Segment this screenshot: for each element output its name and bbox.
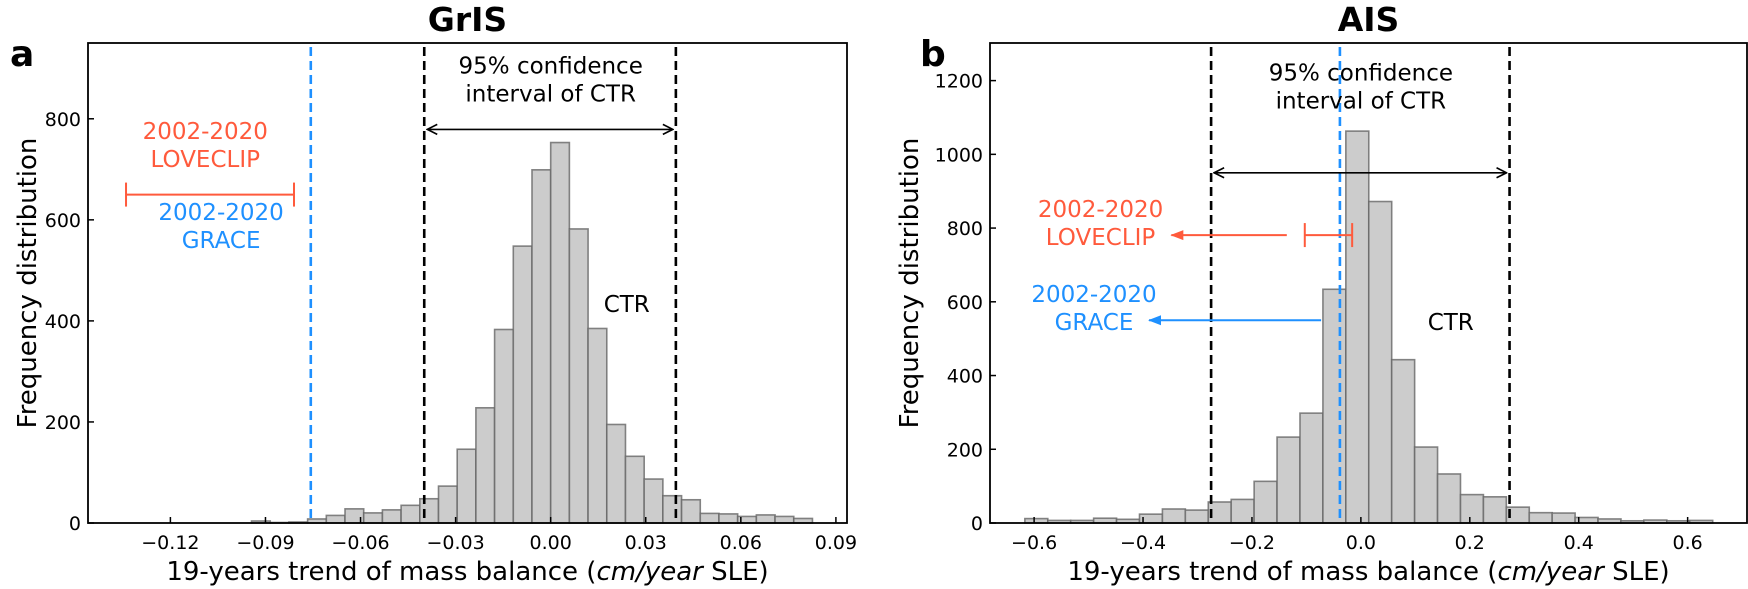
- histogram-bar: [568, 228, 589, 524]
- histogram-bar: [1551, 512, 1576, 524]
- y-axis-label: Frequency distribution: [895, 138, 925, 429]
- histogram-bar: [456, 448, 477, 524]
- y-tick-label: 1000: [935, 144, 983, 166]
- histogram-bar: [419, 497, 440, 524]
- histogram-bar: [1322, 288, 1347, 524]
- chart-title: GrIS: [428, 0, 507, 39]
- y-tick-label: 200: [947, 439, 983, 461]
- histogram-bar: [1161, 508, 1187, 524]
- histogram-bar: [1345, 130, 1370, 524]
- histogram-bar: [1253, 480, 1278, 524]
- histogram-bar: [475, 406, 496, 524]
- ci-annotation-text: interval of CTR: [465, 81, 636, 107]
- x-tick-label: 0.00: [530, 532, 572, 554]
- y-tick-label: 400: [947, 366, 983, 388]
- x-axis-label-part: 19-years trend of mass balance (: [166, 557, 596, 587]
- axes-frame: [87, 42, 848, 524]
- x-tick-label: 0.06: [720, 532, 762, 554]
- x-tick-label: −0.12: [141, 532, 199, 554]
- y-tick-label: 600: [45, 210, 81, 232]
- y-tick-label: 800: [947, 218, 983, 240]
- y-tick-label: 400: [45, 311, 81, 333]
- histogram-bar: [549, 141, 571, 524]
- histogram-bar: [774, 515, 795, 524]
- histogram-bar: [605, 423, 627, 524]
- histogram-bar: [437, 485, 459, 524]
- grace-label: GRACE: [182, 228, 261, 254]
- axes-frame: [989, 42, 1748, 524]
- x-tick-label: 0.0: [1346, 532, 1376, 554]
- y-tick-label: 800: [45, 109, 81, 131]
- histogram-bar: [1390, 358, 1416, 524]
- histogram-bar: [1413, 446, 1439, 524]
- ci-annotation-text: 95% confidence: [1269, 61, 1453, 87]
- histogram-bar: [1482, 496, 1508, 524]
- histogram-bar: [587, 327, 608, 524]
- x-axis-label-part: cm/year: [596, 557, 705, 587]
- y-tick-label: 1200: [935, 71, 983, 93]
- histogram-bar: [624, 455, 645, 524]
- x-tick-label: −0.4: [1120, 532, 1166, 554]
- histogram-bar: [1276, 436, 1301, 524]
- histogram-bar: [643, 478, 664, 524]
- y-tick-label: 600: [947, 292, 983, 314]
- y-tick-label: 200: [45, 412, 81, 434]
- ci-annotation-text: interval of CTR: [1276, 89, 1447, 115]
- x-axis-label: 19-years trend of mass balance (cm/year …: [166, 557, 768, 587]
- histogram-bar: [680, 498, 702, 524]
- histogram-bar: [325, 514, 346, 524]
- x-tick-label: 0.2: [1455, 532, 1485, 554]
- y-tick-label: 0: [69, 513, 81, 535]
- x-tick-label: −0.03: [426, 532, 484, 554]
- x-axis-label-part: 19-years trend of mass balance (: [1067, 557, 1497, 587]
- loveclip-label: LOVECLIP: [151, 147, 261, 173]
- x-axis-label-part: SLE): [1604, 557, 1670, 587]
- y-tick-label: 0: [971, 513, 983, 535]
- x-tick-label: −0.09: [236, 532, 294, 554]
- x-tick-label: −0.6: [1011, 532, 1057, 554]
- histogram-bar: [512, 245, 533, 524]
- histogram-bar: [662, 494, 683, 524]
- grace-label: 2002-2020: [1031, 282, 1156, 308]
- ctr-label: CTR: [604, 292, 650, 318]
- histogram-bar: [1230, 498, 1255, 524]
- y-axis-label: Frequency distribution: [13, 138, 43, 429]
- loveclip-label: LOVECLIP: [1046, 225, 1156, 251]
- histogram-bar: [531, 169, 552, 524]
- histogram-bar: [1459, 493, 1485, 524]
- ci-annotation-text: 95% confidence: [459, 53, 643, 79]
- histogram-bar: [699, 512, 720, 524]
- histogram-bar: [718, 513, 739, 524]
- histogram-bar: [1436, 473, 1462, 524]
- x-tick-label: 0.09: [815, 532, 857, 554]
- x-axis-label-part: SLE): [703, 557, 769, 587]
- panel-label: a: [10, 34, 34, 75]
- histogram-bar: [400, 504, 421, 524]
- x-tick-label: −0.06: [331, 532, 389, 554]
- panel-label: b: [920, 34, 946, 75]
- histogram-bar: [381, 509, 402, 524]
- x-tick-label: 0.4: [1564, 532, 1594, 554]
- loveclip-label: 2002-2020: [143, 119, 268, 145]
- x-tick-label: 0.03: [625, 532, 667, 554]
- histogram-bar: [1184, 509, 1210, 524]
- loveclip-label: 2002-2020: [1038, 197, 1163, 223]
- histogram-bar: [755, 514, 776, 524]
- histogram-bar: [1299, 412, 1324, 524]
- x-axis-label-part: cm/year: [1497, 557, 1606, 587]
- ctr-label: CTR: [1428, 310, 1474, 336]
- grace-label: 2002-2020: [158, 200, 283, 226]
- x-axis-label: 19-years trend of mass balance (cm/year …: [1067, 557, 1669, 587]
- histogram-bar: [1367, 200, 1393, 524]
- x-tick-label: −0.2: [1229, 532, 1275, 554]
- x-tick-label: 0.6: [1673, 532, 1703, 554]
- histogram-bar: [362, 512, 384, 524]
- grace-label: GRACE: [1055, 310, 1134, 336]
- chart-title: AIS: [1338, 0, 1400, 39]
- histogram-bar: [493, 328, 515, 524]
- histogram-bar: [1528, 511, 1553, 524]
